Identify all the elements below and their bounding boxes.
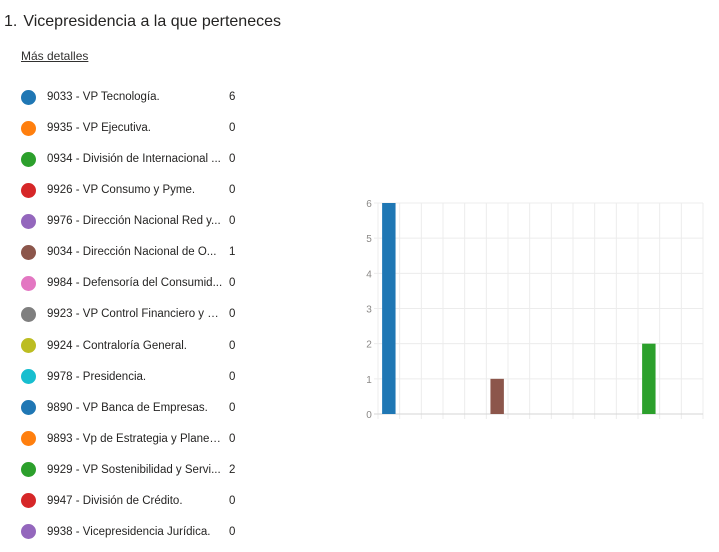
more-details-link[interactable]: Más detalles: [21, 49, 89, 63]
legend-item: 0934 - División de Internacional ... 0: [21, 149, 251, 169]
y-tick-label: 1: [366, 375, 372, 386]
legend-item: 9929 - VP Sostenibilidad y Servi... 2: [21, 460, 251, 480]
legend-label: 9033 - VP Tecnología.: [47, 91, 160, 103]
question-number: 1.: [4, 13, 18, 30]
legend-label: 9924 - Contraloría General.: [47, 339, 187, 352]
legend-label: 9935 - VP Ejecutiva.: [47, 122, 151, 135]
legend-label: 9929 - VP Sostenibilidad y Servi...: [47, 463, 221, 476]
bar: [382, 203, 396, 414]
legend-count: 0: [229, 494, 236, 507]
legend-color-dot: [21, 182, 36, 198]
y-tick-label: 5: [366, 234, 372, 245]
legend-color-dot: [21, 275, 36, 291]
legend-color-dot: [21, 369, 36, 385]
legend-item: 9978 - Presidencia. 0: [21, 367, 251, 387]
legend-count: 6: [229, 91, 236, 103]
legend-color-dot: [21, 338, 36, 354]
legend-color-dot: [21, 306, 36, 322]
legend-count: 0: [229, 215, 236, 228]
legend-label: 9947 - División de Crédito.: [47, 494, 183, 507]
legend-count: 0: [229, 277, 236, 290]
legend-color-dot: [21, 151, 36, 167]
y-tick-label: 4: [366, 269, 372, 280]
legend-item: 9984 - Defensoría del Consumid... 0: [21, 273, 251, 293]
legend-label: 9926 - VP Consumo y Pyme.: [47, 184, 196, 197]
question-text: Vicepresidencia a la que perteneces: [23, 13, 281, 30]
legend-item: 9034 - Dirección Nacional de O... 1: [21, 242, 251, 262]
legend-item: 9923 - VP Control Financiero y R... 0: [21, 304, 251, 324]
legend-label: 9890 - VP Banca de Empresas.: [47, 401, 208, 414]
legend-count: 0: [229, 122, 236, 135]
bar-chart: 0 1 2 3 4 5 6: [366, 199, 704, 421]
legend-label: 9978 - Presidencia.: [47, 370, 147, 383]
question-title: 1. Vicepresidencia a la que perteneces: [4, 13, 281, 31]
legend-label: 9923 - VP Control Financiero y R...: [47, 308, 224, 321]
legend-count: 0: [229, 308, 236, 321]
legend-color-dot: [21, 462, 36, 478]
legend-item: 9033 - VP Tecnología. 6: [21, 87, 251, 107]
bar: [490, 378, 504, 414]
legend-count: 0: [229, 184, 236, 197]
y-tick-label: 0: [366, 410, 372, 421]
legend-item: 9947 - División de Crédito. 0: [21, 491, 251, 511]
legend-item: 9924 - Contraloría General. 0: [21, 336, 251, 356]
y-tick-label: 3: [366, 305, 372, 316]
legend-count: 2: [229, 463, 236, 476]
legend-item: 9935 - VP Ejecutiva. 0: [21, 118, 251, 138]
legend-item: 9976 - Dirección Nacional Red y... 0: [21, 211, 251, 231]
legend-count: 0: [229, 339, 236, 352]
legend-color-dot: [21, 400, 36, 416]
legend-label: 9938 - Vicepresidencia Jurídica.: [47, 525, 211, 538]
legend-count: 0: [229, 153, 236, 166]
legend-item: 9893 - Vp de Estrategia y Planea... 0: [21, 429, 251, 449]
legend-label: 9976 - Dirección Nacional Red y...: [47, 215, 221, 228]
legend-color-dot: [21, 89, 36, 105]
bar: [642, 343, 656, 414]
legend-color-dot: [21, 120, 36, 136]
y-tick-label: 2: [366, 340, 372, 351]
legend-color-dot: [21, 244, 36, 260]
legend-count: 1: [229, 246, 236, 259]
legend-label: 9984 - Defensoría del Consumid...: [47, 277, 223, 290]
legend-color-dot: [21, 493, 36, 509]
legend-item: 9926 - VP Consumo y Pyme. 0: [21, 180, 251, 200]
y-tick-label: 6: [366, 199, 372, 210]
legend-label: 9034 - Dirección Nacional de O...: [47, 246, 217, 259]
legend-label: 0934 - División de Internacional ...: [47, 153, 221, 166]
legend-color-dot: [21, 213, 36, 229]
legend-label: 9893 - Vp de Estrategia y Planea...: [47, 432, 224, 445]
legend-color-dot: [21, 431, 36, 447]
legend-count: 0: [229, 432, 236, 445]
legend-count: 0: [229, 370, 236, 383]
legend-color-dot: [21, 524, 36, 540]
legend-item: 9890 - VP Banca de Empresas. 0: [21, 398, 251, 418]
legend-item: 9938 - Vicepresidencia Jurídica. 0: [21, 522, 251, 542]
legend-count: 0: [229, 525, 236, 538]
legend-count: 0: [229, 401, 236, 414]
